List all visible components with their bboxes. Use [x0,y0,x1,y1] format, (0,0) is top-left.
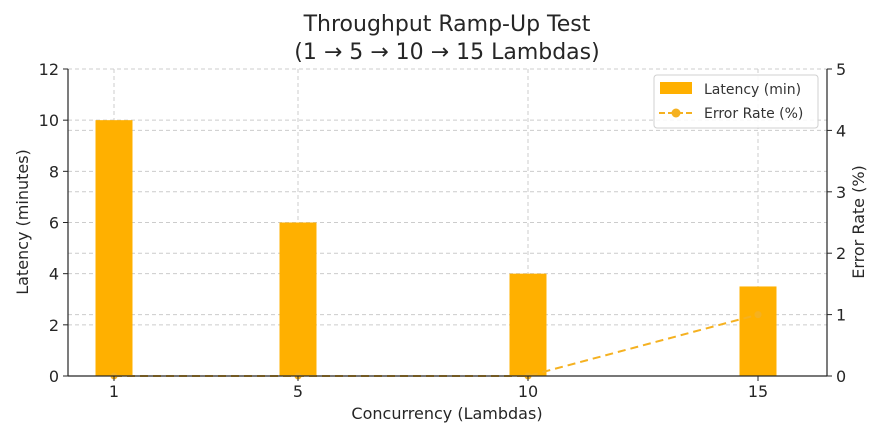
legend-label-latency: Latency (min) [704,82,801,98]
x-axis-label: Concurrency (Lambdas) [351,404,542,423]
tick-label-y-left: 4 [49,265,59,284]
legend: Latency (min) Error Rate (%) [653,74,819,129]
legend-frame [653,74,819,129]
latency-bar [279,222,317,376]
tick-label-x: 10 [518,382,538,401]
latency-bar [739,286,777,376]
latency-bar [95,120,133,377]
tick-label-x: 1 [109,382,119,401]
tick-label-y-left: 2 [49,316,59,335]
axes [63,68,832,381]
tick-label-y-right: 1 [836,306,846,325]
error-rate-line [110,311,762,380]
tick-label-y-right: 4 [836,121,846,140]
legend-marker-error-rate [671,108,681,118]
tick-label-x: 15 [748,382,768,401]
error-rate-point [754,311,762,319]
tick-label-y-left: 12 [39,60,59,79]
y-axis-left-label: Latency (minutes) [13,149,32,295]
tick-label-y-right: 0 [836,367,846,386]
latency-bars [95,120,777,377]
latency-bar [509,273,547,376]
tick-label-y-right: 3 [836,183,846,202]
legend-swatch-latency [660,82,692,94]
legend-label-error-rate: Error Rate (%) [704,106,803,122]
tick-label-y-left: 10 [39,111,59,130]
chart-title-line2: (1 → 5 → 10 → 15 Lambdas) [294,40,599,65]
tick-label-y-right: 5 [836,60,846,79]
tick-label-y-left: 0 [49,367,59,386]
tick-label-y-right: 2 [836,244,846,263]
tick-label-y-left: 6 [49,214,59,233]
y-axis-right-label: Error Rate (%) [849,165,868,279]
error-rate-polyline [114,313,759,377]
tick-label-y-left: 8 [49,162,59,181]
tick-label-x: 5 [293,382,303,401]
chart-title-line1: Throughput Ramp-Up Test [303,12,591,37]
